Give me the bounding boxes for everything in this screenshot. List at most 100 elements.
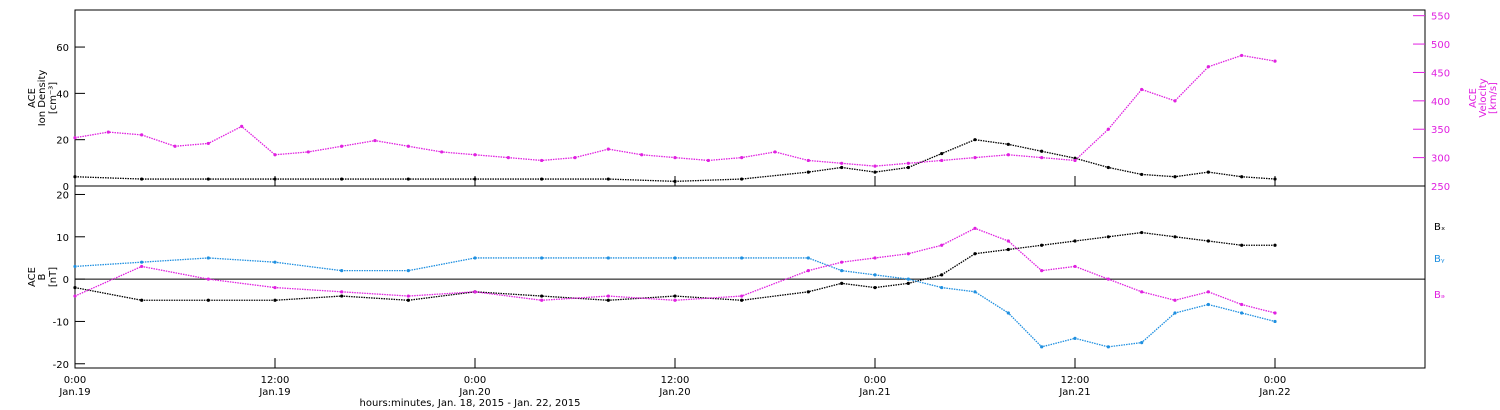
data-point [873,256,876,259]
data-point [840,282,843,285]
data-point [973,138,976,141]
data-point [73,265,76,268]
data-point [273,153,276,156]
data-point [440,150,443,153]
data-point [540,177,543,180]
data-point [207,278,210,281]
data-point [740,156,743,159]
x-tick-date: Jan.19 [258,387,290,398]
data-point [73,286,76,289]
bottom-left-tick-label: -20 [53,360,69,371]
data-point [307,150,310,153]
data-point [1173,235,1176,238]
x-tick-time: 12:00 [661,375,690,386]
bottom-left-tick-label: 20 [56,190,69,201]
data-point [973,290,976,293]
data-point [1240,311,1243,314]
data-point [740,177,743,180]
series-By [73,256,1276,348]
data-point [607,256,610,259]
data-point [1240,175,1243,178]
data-point [107,130,110,133]
data-point [1040,345,1043,348]
data-point [1073,265,1076,268]
legend-bx: Bₓ [1434,222,1445,233]
data-point [1007,143,1010,146]
data-point [1207,65,1210,68]
x-tick-date: Jan.22 [1258,387,1290,398]
bottom-left-tick-label: -10 [53,317,69,328]
data-point [873,286,876,289]
data-point [907,252,910,255]
x-tick-time: 0:00 [1264,375,1286,386]
data-point [673,299,676,302]
data-point [1140,173,1143,176]
data-point [407,299,410,302]
data-point [907,282,910,285]
bottom-panel-frame [75,186,1425,368]
data-point [540,294,543,297]
data-point [1240,244,1243,247]
legend-bz: Bₔ [1434,290,1445,301]
series-line [75,233,1275,301]
data-point [1040,269,1043,272]
data-point [473,153,476,156]
x-tick-time: 0:00 [64,375,86,386]
data-point [1073,239,1076,242]
data-point [407,177,410,180]
top-panel: 0 20 40 60 250 300 350 400 450 500 550 ACE Ion De… [27,10,1499,193]
top-left-tick-label: 60 [56,43,69,54]
data-point [373,139,376,142]
data-point [1107,128,1110,131]
data-point [1173,299,1176,302]
data-point [140,261,143,264]
data-point [907,166,910,169]
data-point [573,156,576,159]
data-point [1073,337,1076,340]
top-right-tick-label: 500 [1431,40,1450,51]
data-point [1007,153,1010,156]
top-ylabel-left-3: [cm⁻³] [48,82,59,114]
data-point [873,165,876,168]
top-right-tick-label: 250 [1431,182,1450,193]
top-ylabel-right-3: [km/s] [1488,82,1499,114]
data-point [1273,320,1276,323]
data-point [1107,166,1110,169]
data-point [840,166,843,169]
data-point [1207,303,1210,306]
data-point [773,150,776,153]
data-point [1207,290,1210,293]
data-point [473,256,476,259]
data-point [640,153,643,156]
data-point [740,299,743,302]
data-point [1040,244,1043,247]
data-point [407,294,410,297]
top-right-axis: 250300350400450500550 [1413,12,1450,193]
x-tick-date: Jan.21 [1058,387,1090,398]
data-point [807,171,810,174]
top-series-group [73,54,1276,183]
data-point [840,269,843,272]
data-point [207,142,210,145]
data-point [607,294,610,297]
data-point [1173,311,1176,314]
x-axis-label: hours:minutes, Jan. 18, 2015 - Jan. 22, … [360,398,581,409]
data-point [973,252,976,255]
series-right [73,54,1276,168]
data-point [807,269,810,272]
data-point [140,177,143,180]
top-left-axis: 0204060 [56,43,85,193]
data-point [540,159,543,162]
data-point [1273,311,1276,314]
data-point [940,244,943,247]
x-tick-date: Jan.20 [458,387,490,398]
data-point [73,136,76,139]
x-tick-date: Jan.19 [58,387,90,398]
data-point [1207,171,1210,174]
data-point [1140,88,1143,91]
top-right-tick-label: 450 [1431,68,1450,79]
data-point [140,133,143,136]
data-point [673,156,676,159]
